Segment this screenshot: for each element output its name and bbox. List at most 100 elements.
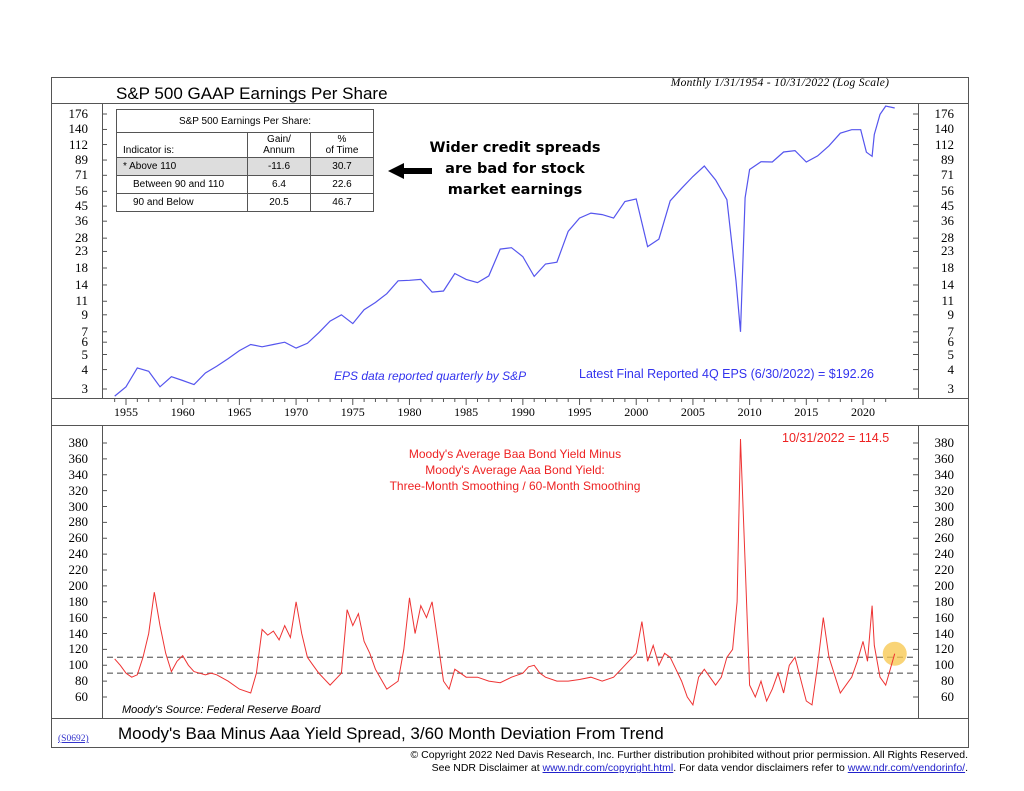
axis-tick-label: 2020 xyxy=(851,405,875,419)
axis-tick-label: 340 xyxy=(68,466,89,482)
row-gain: -11.6 xyxy=(247,157,311,176)
header-pct-time: % of Time xyxy=(310,132,374,158)
axis-tick-label: 2015 xyxy=(794,405,819,419)
axis-tick-label: 1995 xyxy=(567,405,592,419)
axis-tick-label: 11 xyxy=(941,293,954,309)
threshold-lines xyxy=(107,656,913,674)
axis-tick-label: 80 xyxy=(941,673,954,689)
axis-tick-label: 100 xyxy=(68,657,89,673)
axis-tick-label: 1980 xyxy=(397,405,422,419)
axis-tick-label: 180 xyxy=(934,593,955,609)
lower-chart-title: Moody's Baa Minus Aaa Yield Spread, 3/60… xyxy=(118,724,664,743)
axis-tick-label: 112 xyxy=(68,136,88,152)
latest-spread-value: 10/31/2022 = 114.5 xyxy=(782,431,890,445)
axis-tick-label: 360 xyxy=(934,450,955,466)
axis-tick-label: 23 xyxy=(941,243,954,259)
row-gain: 20.5 xyxy=(247,193,311,212)
upper-plot-bottom-border xyxy=(51,398,969,399)
copyright-link[interactable]: www.ndr.com/copyright.html xyxy=(542,762,674,774)
axis-tick-label: 56 xyxy=(75,183,88,199)
axis-tick-label: 71 xyxy=(75,167,88,183)
axis-tick-label: 60 xyxy=(941,689,954,704)
axis-tick-label: 89 xyxy=(941,152,954,168)
axis-tick-label: 1955 xyxy=(114,405,138,419)
axis-tick-label: 56 xyxy=(941,183,954,199)
axis-tick-label: 140 xyxy=(68,625,89,641)
chart-subtitle: Monthly 1/31/1954 - 10/31/2022 (Log Scal… xyxy=(670,77,890,89)
axis-tick-label: 7 xyxy=(947,323,955,339)
latest-eps-note: Latest Final Reported 4Q EPS (6/30/2022)… xyxy=(579,367,874,381)
axis-tick-label: 14 xyxy=(941,276,954,292)
axis-tick-label: 1970 xyxy=(284,405,309,419)
chart-code-link[interactable]: (S0692) xyxy=(58,734,89,744)
axis-tick-label: 80 xyxy=(75,673,88,689)
axis-tick-label: 5 xyxy=(947,346,955,362)
axis-tick-label: 2000 xyxy=(624,405,649,419)
axis-tick-label: 1965 xyxy=(227,405,252,419)
upper-right-axis-line xyxy=(918,103,919,398)
axis-tick-label: 380 xyxy=(68,435,89,450)
stats-table-caption: S&P 500 Earnings Per Share: xyxy=(116,109,374,133)
axis-tick-label: 160 xyxy=(68,609,89,625)
axis-tick-label: 28 xyxy=(75,230,88,246)
axis-tick-label: 2005 xyxy=(680,405,705,419)
axis-tick-label: 140 xyxy=(934,625,955,641)
axis-tick-label: 260 xyxy=(68,530,89,546)
axis-tick-label: 4 xyxy=(81,361,89,377)
axis-tick-label: 9 xyxy=(81,306,89,322)
axis-tick-label: 36 xyxy=(75,213,88,229)
axis-tick-label: 3 xyxy=(947,381,955,396)
axis-tick-label: 140 xyxy=(934,121,955,137)
axis-tick-label: 6 xyxy=(947,334,955,350)
axis-tick-label: 7 xyxy=(81,323,89,339)
row-pct: 30.7 xyxy=(310,157,374,176)
data-source-note: Moody's Source: Federal Reserve Board xyxy=(122,704,321,716)
axis-tick-label: 220 xyxy=(934,562,955,577)
row-pct: 22.6 xyxy=(310,175,374,194)
callout-text: Wider credit spreads are bad for stock m… xyxy=(429,140,601,198)
axis-tick-label: 4 xyxy=(947,361,955,377)
axis-tick-label: 176 xyxy=(68,106,89,121)
axis-tick-label: 28 xyxy=(941,230,954,246)
axis-tick-label: 280 xyxy=(934,514,955,530)
spread-series-line xyxy=(114,438,896,707)
axis-tick-label: 320 xyxy=(934,482,955,498)
axis-tick-label: 112 xyxy=(934,136,954,152)
eps-series-line xyxy=(114,105,895,397)
axis-tick-label: 71 xyxy=(941,167,954,183)
lower-plot-top-border xyxy=(51,425,969,426)
eps-source-note: EPS data reported quarterly by S&P xyxy=(334,369,527,383)
axis-tick-label: 9 xyxy=(947,306,955,322)
axis-tick-label: 100 xyxy=(934,657,955,673)
row-label: 90 and Below xyxy=(116,193,248,212)
table-row: Between 90 and 110 6.4 22.6 xyxy=(116,175,374,194)
earnings-stats-table: S&P 500 Earnings Per Share: Indicator is… xyxy=(116,109,374,212)
axis-tick-label: 200 xyxy=(934,577,955,593)
axis-tick-label: 1960 xyxy=(170,405,195,419)
axis-tick-label: 14 xyxy=(75,276,88,292)
axis-tick-label: 60 xyxy=(75,689,88,704)
axis-tick-label: 300 xyxy=(68,498,89,514)
axis-tick-label: 1975 xyxy=(340,405,365,419)
header-indicator: Indicator is: xyxy=(116,132,248,158)
axis-tick-label: 320 xyxy=(68,482,89,498)
axis-tick-label: 140 xyxy=(68,121,89,137)
axis-tick-label: 240 xyxy=(68,546,89,562)
row-gain: 6.4 xyxy=(247,175,311,194)
axis-tick-label: 1990 xyxy=(510,405,535,419)
axis-tick-label: 360 xyxy=(68,450,89,466)
vendorinfo-link[interactable]: www.ndr.com/vendorinfo/ xyxy=(847,762,966,774)
axis-tick-label: 1985 xyxy=(454,405,479,419)
footer-divider xyxy=(51,718,969,719)
left-arrow-icon xyxy=(388,163,432,179)
upper-left-axis-line xyxy=(102,103,103,398)
axis-tick-label: 176 xyxy=(934,106,955,121)
axis-tick-label: 120 xyxy=(934,641,955,657)
spread-series-description: Moody's Average Baa Bond Yield Minus Moo… xyxy=(389,447,641,493)
x-axis-ticks xyxy=(114,398,887,405)
axis-tick-label: 6 xyxy=(81,334,89,350)
chart-frame xyxy=(51,77,969,748)
chart-title: S&P 500 GAAP Earnings Per Share xyxy=(116,84,388,103)
title-divider xyxy=(51,103,969,104)
